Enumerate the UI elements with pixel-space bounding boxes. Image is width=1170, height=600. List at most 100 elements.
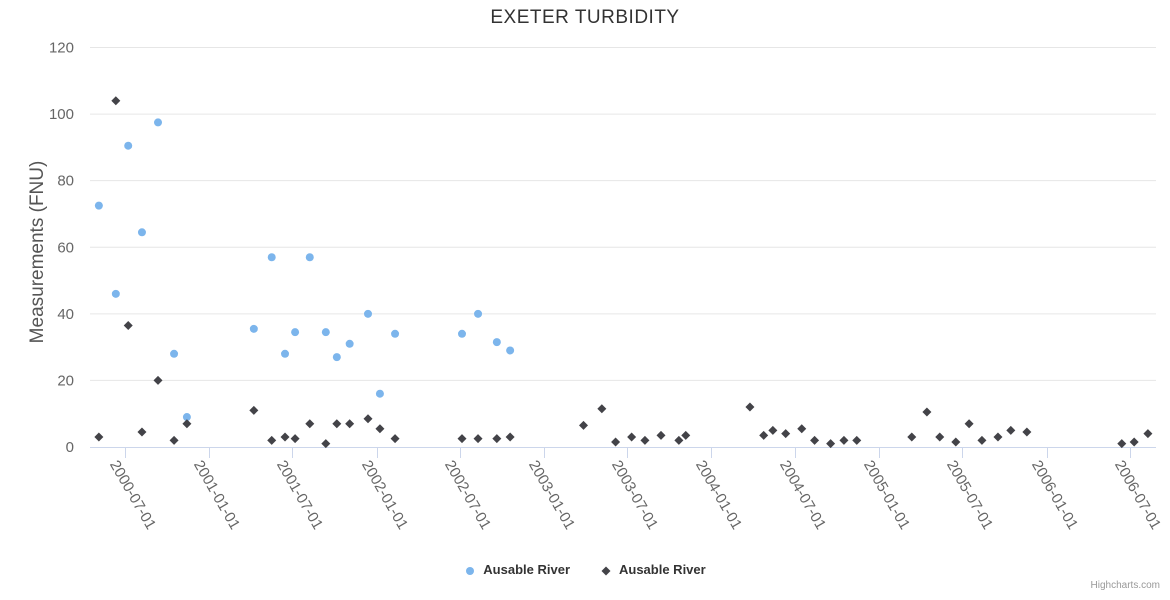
y-tick-label: 0 [66,439,74,456]
data-point-circle[interactable] [94,201,103,210]
legend-label: Ausable River [619,562,706,577]
data-point-diamond[interactable] [111,96,121,106]
data-point-diamond[interactable] [627,432,637,442]
data-point-circle[interactable] [474,309,483,318]
data-point-diamond[interactable] [153,375,163,385]
y-tick-label: 120 [49,40,74,57]
data-point-diamond[interactable] [597,404,607,414]
data-point-diamond[interactable] [951,437,961,447]
data-point-diamond[interactable] [826,439,836,449]
data-point-diamond[interactable] [492,434,502,444]
data-point-diamond[interactable] [1117,439,1127,449]
data-point-circle[interactable] [364,309,373,318]
data-point-diamond[interactable] [182,419,192,429]
x-tick-label: 2005-07-01 [943,458,996,533]
circle-marker-icon [464,564,476,576]
data-point-circle[interactable] [332,353,341,362]
data-point-circle[interactable] [457,329,466,338]
data-point-diamond[interactable] [473,434,483,444]
data-point-diamond[interactable] [674,435,684,445]
data-point-diamond[interactable] [1006,425,1016,435]
diamond-marker-icon [600,564,612,576]
data-point-circle[interactable] [321,328,330,337]
legend: Ausable River Ausable River [0,562,1170,577]
data-point-diamond[interactable] [839,435,849,445]
data-point-circle[interactable] [154,118,163,127]
data-point-circle[interactable] [492,338,501,347]
x-tick-label: 2003-01-01 [525,458,578,533]
data-point-diamond[interactable] [977,435,987,445]
data-point-diamond[interactable] [290,434,300,444]
data-point-circle[interactable] [291,328,300,337]
data-point-circle[interactable] [345,339,354,348]
y-tick-label: 80 [57,173,74,190]
data-point-circle[interactable] [267,253,276,262]
x-tick-label: 2001-01-01 [190,458,243,533]
data-point-diamond[interactable] [810,435,820,445]
data-point-circle[interactable] [170,349,179,358]
data-point-diamond[interactable] [137,427,147,437]
data-point-diamond[interactable] [249,405,259,415]
y-tick-label: 60 [57,239,74,256]
data-point-diamond[interactable] [321,439,331,449]
data-point-diamond[interactable] [1022,427,1032,437]
data-point-diamond[interactable] [345,419,355,429]
chart-title: EXETER TURBIDITY [490,7,680,28]
data-point-diamond[interactable] [656,430,666,440]
data-point-diamond[interactable] [305,419,315,429]
data-point-circle[interactable] [305,253,314,262]
data-point-diamond[interactable] [280,432,290,442]
data-point-circle[interactable] [111,289,120,298]
data-point-diamond[interactable] [964,419,974,429]
data-point-diamond[interactable] [935,432,945,442]
data-point-diamond[interactable] [640,435,650,445]
y-tick-label: 40 [57,306,74,323]
data-point-diamond[interactable] [1143,429,1153,439]
x-tick-label: 2000-07-01 [106,458,159,533]
data-point-circle[interactable] [182,413,191,422]
legend-item-circle[interactable]: Ausable River [464,562,570,577]
data-point-circle[interactable] [137,228,146,237]
y-tick-label: 100 [49,106,74,123]
x-tick-label: 2005-01-01 [860,458,913,533]
data-point-diamond[interactable] [123,320,133,330]
data-point-diamond[interactable] [363,414,373,424]
x-tick-label: 2004-07-01 [776,458,829,533]
x-tick-label: 2002-07-01 [441,458,494,533]
data-point-circle[interactable] [249,324,258,333]
data-point-diamond[interactable] [907,432,917,442]
data-point-circle[interactable] [281,349,290,358]
data-point-diamond[interactable] [267,435,277,445]
legend-label: Ausable River [483,562,570,577]
data-point-diamond[interactable] [745,402,755,412]
data-point-diamond[interactable] [332,419,342,429]
data-point-diamond[interactable] [797,424,807,434]
legend-item-diamond[interactable]: Ausable River [600,562,706,577]
data-point-diamond[interactable] [94,432,104,442]
data-point-circle[interactable] [375,389,384,398]
data-point-diamond[interactable] [922,407,932,417]
data-point-circle[interactable] [506,346,515,355]
data-point-diamond[interactable] [759,430,769,440]
data-point-diamond[interactable] [457,434,467,444]
data-point-diamond[interactable] [768,425,778,435]
data-point-diamond[interactable] [852,435,862,445]
data-point-diamond[interactable] [579,420,588,430]
highcharts-credits-link[interactable]: Highcharts.com [1090,580,1160,591]
x-tick-label: 2004-01-01 [692,458,745,533]
data-point-diamond[interactable] [993,432,1003,442]
data-point-diamond[interactable] [681,430,691,440]
data-point-circle[interactable] [124,141,133,150]
x-tick-label: 2002-01-01 [358,458,411,533]
data-point-circle[interactable] [391,329,400,338]
data-point-diamond[interactable] [375,424,385,434]
data-point-diamond[interactable] [169,435,179,445]
data-point-diamond[interactable] [611,437,621,447]
data-point-diamond[interactable] [781,429,791,439]
data-point-diamond[interactable] [390,434,400,444]
data-point-diamond[interactable] [505,432,515,442]
data-point-diamond[interactable] [1129,437,1139,447]
x-tick-label: 2001-07-01 [273,458,326,533]
